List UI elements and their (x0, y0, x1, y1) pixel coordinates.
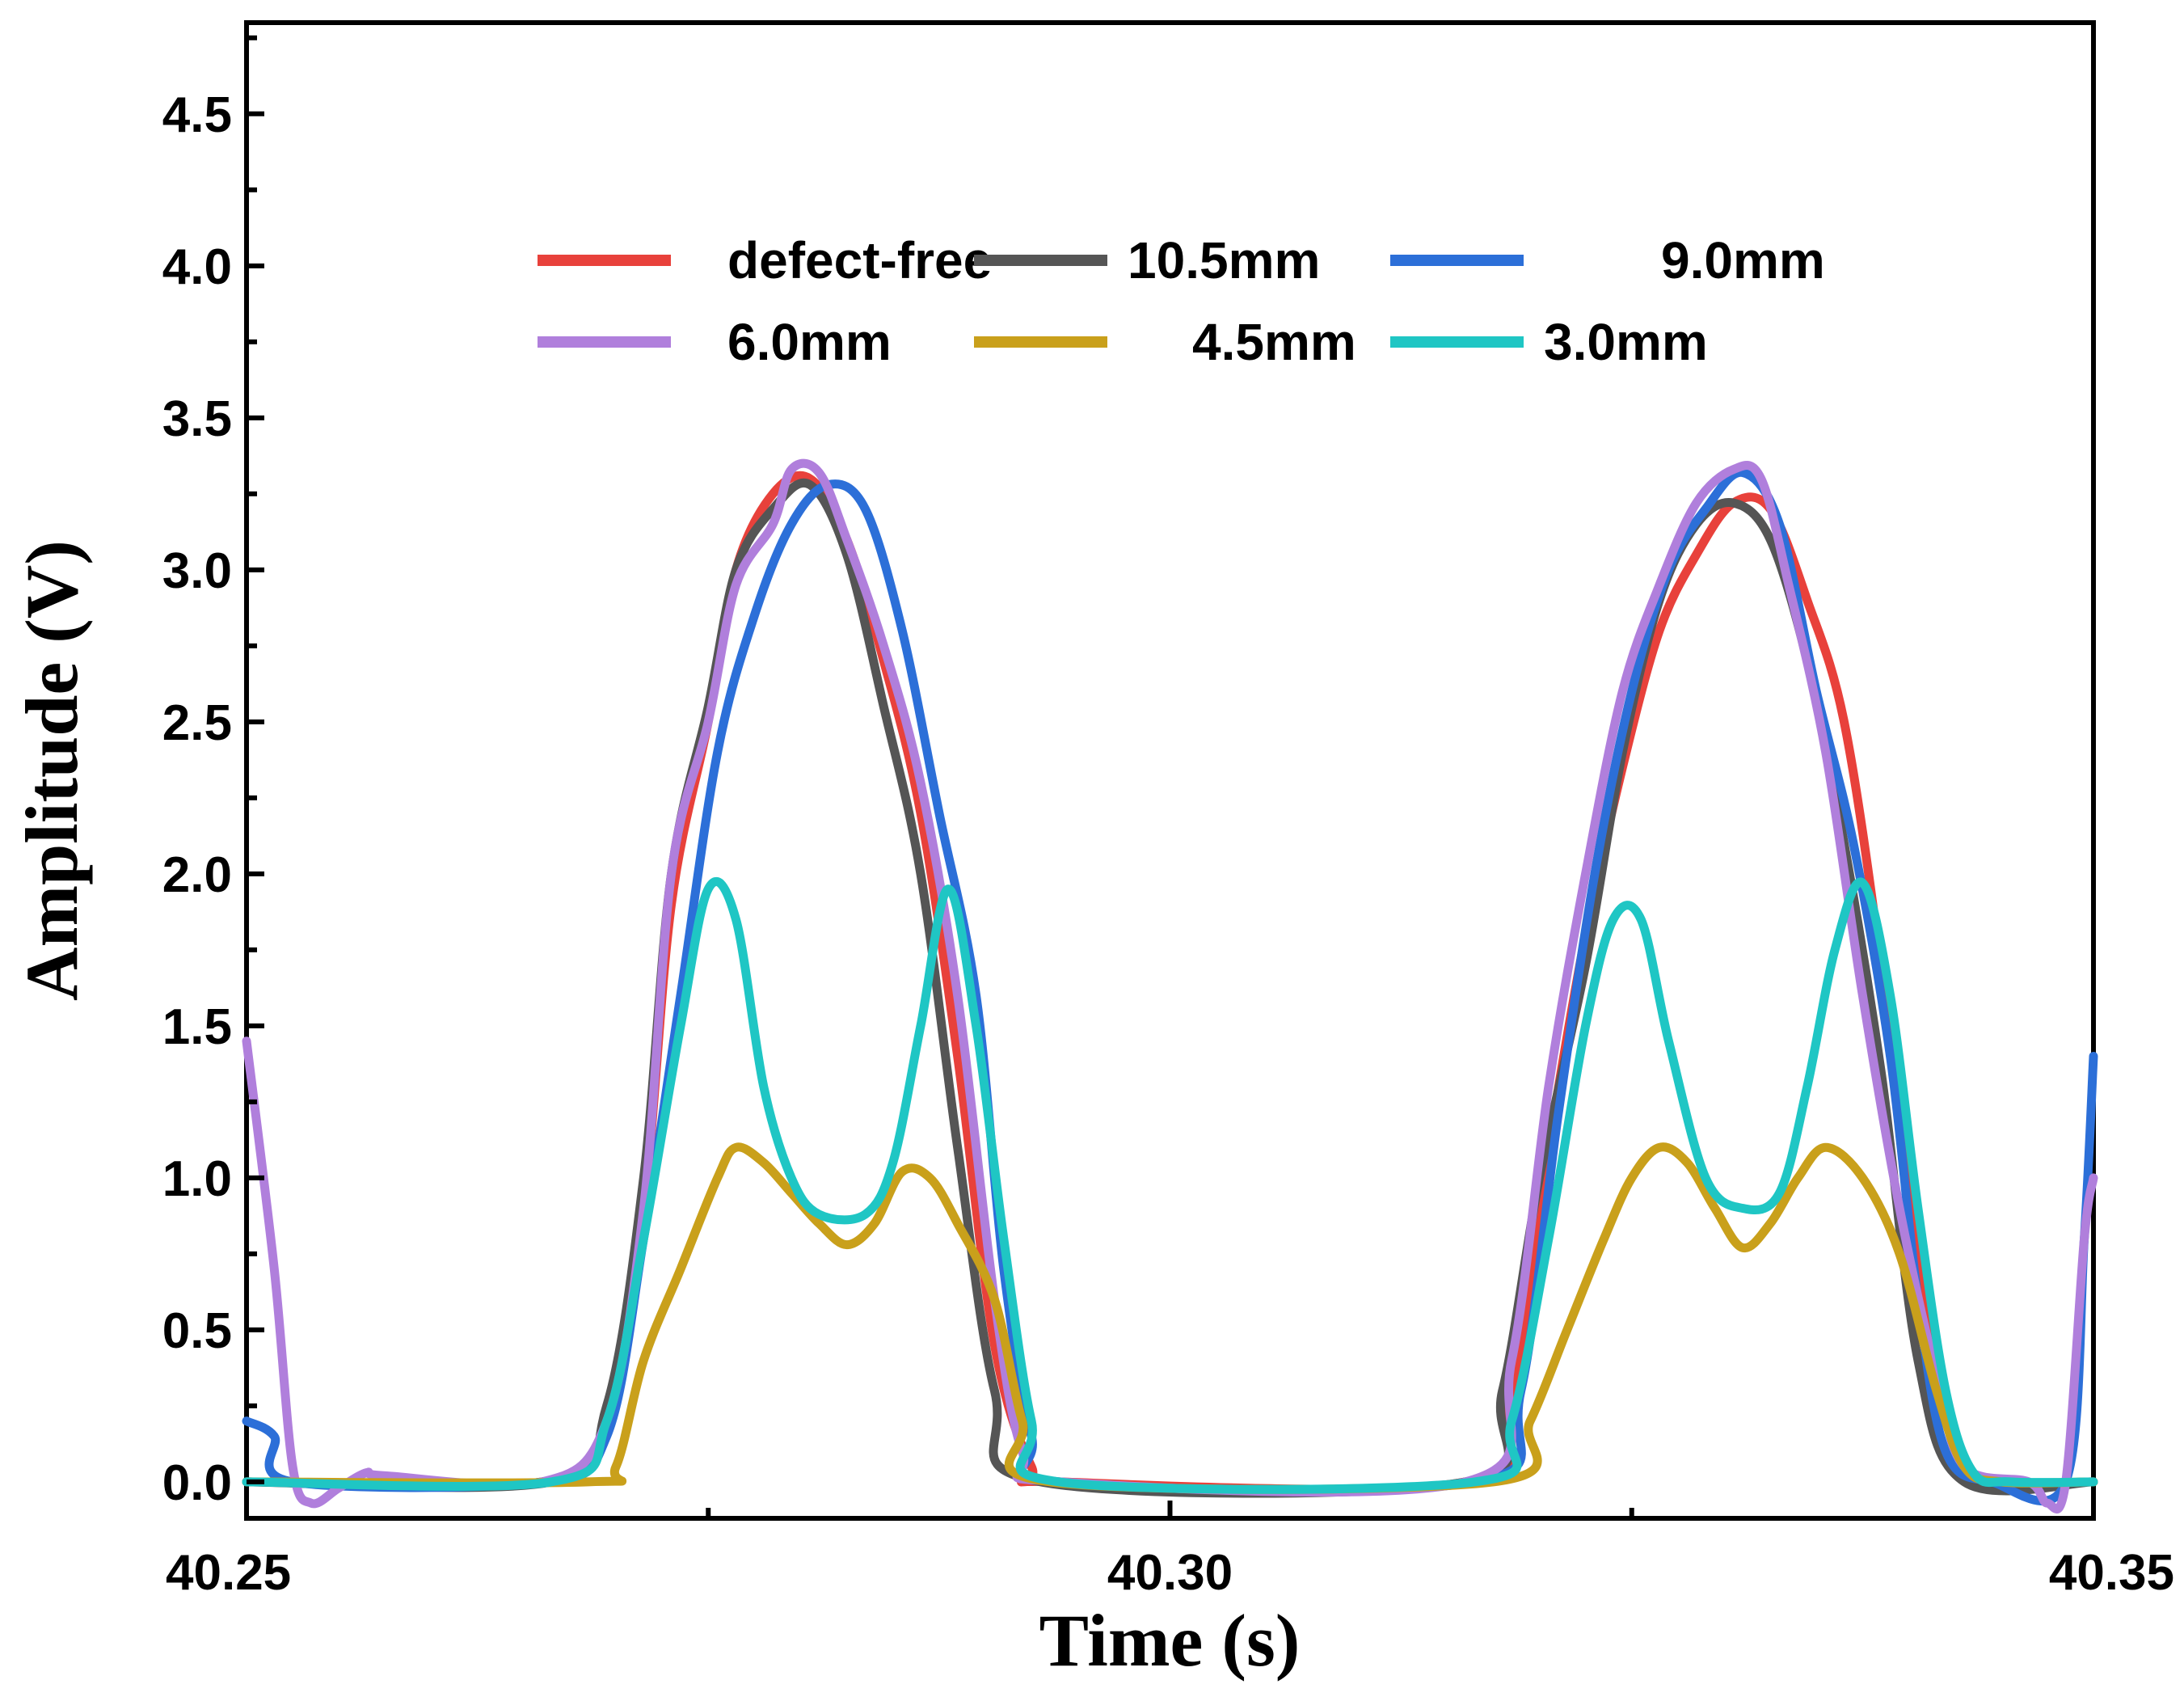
x-tick-label: 40.35 (2049, 1545, 2174, 1601)
y-tick-label: 4.5 (162, 87, 232, 143)
legend-label: defect-free (727, 231, 992, 289)
y-tick-label: 4.0 (162, 239, 232, 295)
legend: defect-free 10.5mm 9.0mm 6.0mm 4.5mm 3.0mm (538, 231, 1825, 371)
series-line-6 (242, 877, 2098, 1494)
y-tick-label: 3.0 (162, 543, 232, 599)
legend-label: 10.5mm (1128, 231, 1320, 289)
x-axis: 40.25 40.30 40.35 (166, 1501, 2174, 1601)
y-tick-label: 0.0 (162, 1455, 232, 1511)
y-axis: 0.0 0.5 1.0 1.5 2.0 2.5 3.0 3.5 4.0 4.5 (162, 35, 264, 1511)
series-lines (242, 458, 2098, 1513)
x-tick-label: 40.30 (1107, 1545, 1233, 1601)
series-line-5 (242, 1142, 2098, 1494)
x-tick-label: 40.25 (166, 1545, 291, 1601)
x-axis-title: Time (s) (1039, 1599, 1301, 1682)
series-line-1 (242, 471, 2098, 1494)
y-axis-title: Amplitude (V) (11, 540, 93, 1001)
y-tick-label: 1.5 (162, 999, 232, 1055)
y-tick-label: 2.0 (162, 847, 232, 903)
legend-label: 9.0mm (1661, 231, 1825, 289)
y-tick-label: 1.0 (162, 1151, 232, 1207)
legend-label: 6.0mm (727, 313, 892, 371)
legend-label: 4.5mm (1192, 313, 1356, 371)
y-tick-label: 2.5 (162, 695, 232, 751)
y-tick-label: 0.5 (162, 1303, 232, 1359)
legend-label: 3.0mm (1544, 313, 1708, 371)
y-tick-label: 3.5 (162, 391, 232, 447)
